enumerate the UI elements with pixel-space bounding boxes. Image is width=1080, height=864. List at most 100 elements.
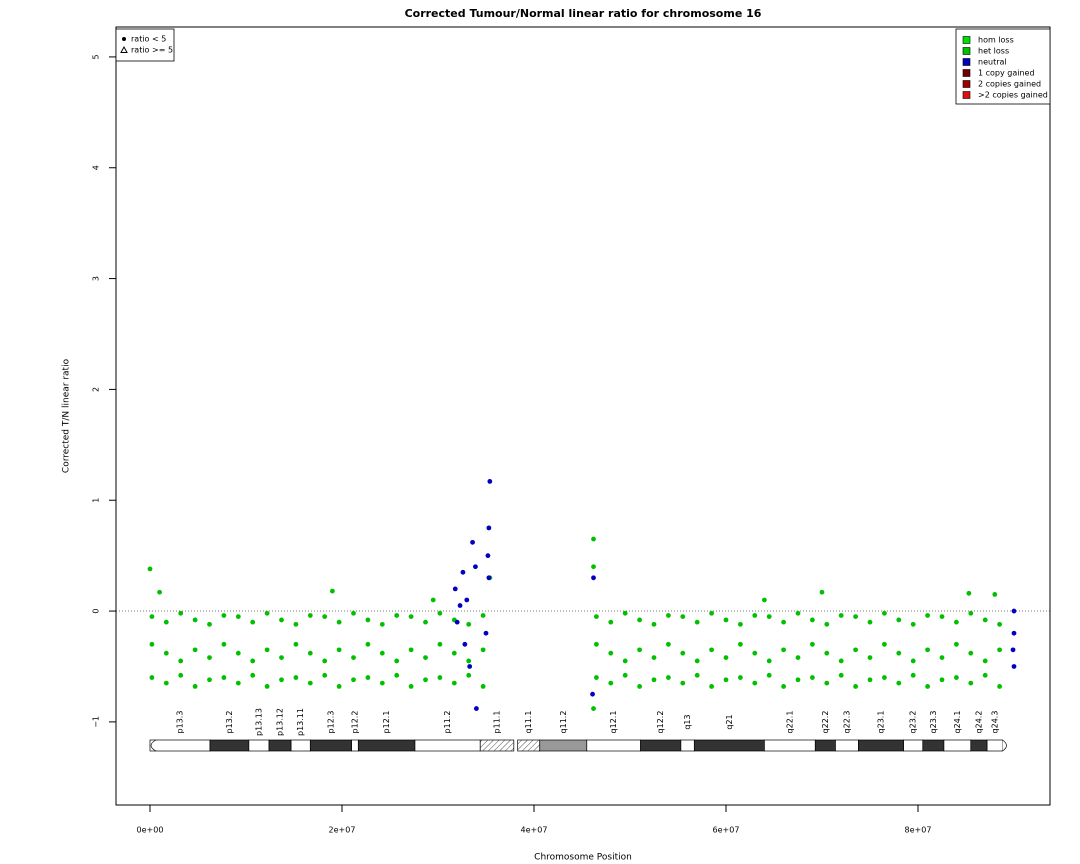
legend-label: 1 copy gained — [978, 69, 1035, 78]
point — [394, 672, 400, 678]
point — [149, 641, 155, 647]
point — [1011, 608, 1017, 614]
point — [178, 658, 184, 664]
y-tick-label: −1 — [92, 716, 101, 728]
point — [665, 675, 671, 680]
point — [622, 658, 628, 664]
ideogram-band — [903, 739, 924, 752]
point — [881, 675, 887, 680]
point — [992, 592, 998, 597]
legend-swatch — [962, 36, 971, 44]
legend-box — [955, 28, 1051, 105]
legend-label: neutral — [978, 58, 1007, 67]
point — [838, 613, 844, 618]
band-label: q22.2 — [821, 711, 830, 734]
x-tick-label: 0e+00 — [137, 826, 164, 835]
point — [147, 566, 153, 572]
point — [336, 684, 342, 689]
point — [709, 610, 714, 616]
band-label: q23.3 — [929, 711, 938, 734]
band-label: q12.2 — [656, 711, 665, 734]
point — [279, 655, 284, 661]
point — [752, 650, 758, 656]
point — [1010, 647, 1016, 653]
point — [293, 641, 299, 647]
legend-symbol — [122, 37, 126, 41]
x-tick-label: 6e+07 — [713, 826, 740, 835]
point — [221, 641, 227, 647]
point — [483, 630, 489, 636]
point — [665, 641, 671, 647]
point — [235, 650, 241, 656]
legend-swatch — [962, 58, 971, 66]
point — [207, 677, 212, 683]
point — [896, 617, 902, 623]
legend-label: het loss — [978, 47, 1009, 56]
legend-label: hom loss — [978, 36, 1014, 45]
point — [394, 658, 400, 664]
point — [485, 553, 491, 559]
point — [473, 706, 479, 711]
point — [451, 680, 457, 686]
point — [437, 610, 443, 616]
point — [881, 610, 887, 616]
ideogram-band — [290, 739, 311, 752]
point — [192, 617, 198, 623]
point — [925, 647, 930, 653]
band-label: p12.3 — [326, 711, 335, 734]
point — [437, 675, 443, 680]
point — [968, 650, 974, 656]
legend-label: >2 copies gained — [978, 91, 1048, 100]
legend-label: 2 copies gained — [978, 80, 1041, 89]
band-label: p13.12 — [276, 708, 285, 736]
point — [982, 658, 988, 664]
ideogram-band — [351, 739, 359, 752]
point — [1011, 664, 1017, 669]
point — [781, 684, 786, 689]
point — [651, 677, 657, 683]
y-axis-label: Corrected T/N linear ratio — [62, 358, 72, 473]
legend-swatch — [962, 47, 971, 55]
point — [336, 619, 342, 625]
ideogram-band — [680, 739, 695, 752]
point — [925, 613, 930, 618]
ideogram-band — [586, 739, 641, 752]
ideogram-band — [309, 739, 352, 752]
point — [853, 614, 858, 619]
point — [264, 684, 270, 689]
point — [452, 586, 458, 592]
point — [939, 677, 945, 683]
point — [466, 621, 472, 627]
point — [163, 619, 169, 625]
point — [149, 614, 155, 619]
point — [680, 680, 686, 686]
point — [264, 610, 270, 616]
point — [737, 641, 743, 647]
point — [997, 684, 1002, 689]
point — [694, 619, 700, 625]
point — [665, 613, 671, 618]
point — [307, 650, 313, 656]
ideogram-band — [268, 739, 292, 752]
band-label: q13 — [683, 714, 692, 729]
legend-label: ratio < 5 — [131, 35, 166, 44]
point — [423, 677, 428, 683]
point — [408, 647, 414, 653]
point — [939, 655, 945, 661]
point — [752, 613, 758, 618]
point — [250, 619, 256, 625]
point — [680, 650, 686, 656]
point — [968, 610, 974, 616]
point — [293, 675, 299, 680]
point — [637, 617, 642, 623]
band-label: q23.2 — [909, 711, 918, 734]
point — [982, 672, 988, 678]
point — [178, 610, 184, 616]
point — [250, 672, 256, 678]
point — [853, 647, 858, 653]
point — [207, 621, 212, 627]
point — [365, 675, 371, 680]
point — [486, 575, 492, 581]
point — [809, 675, 815, 680]
